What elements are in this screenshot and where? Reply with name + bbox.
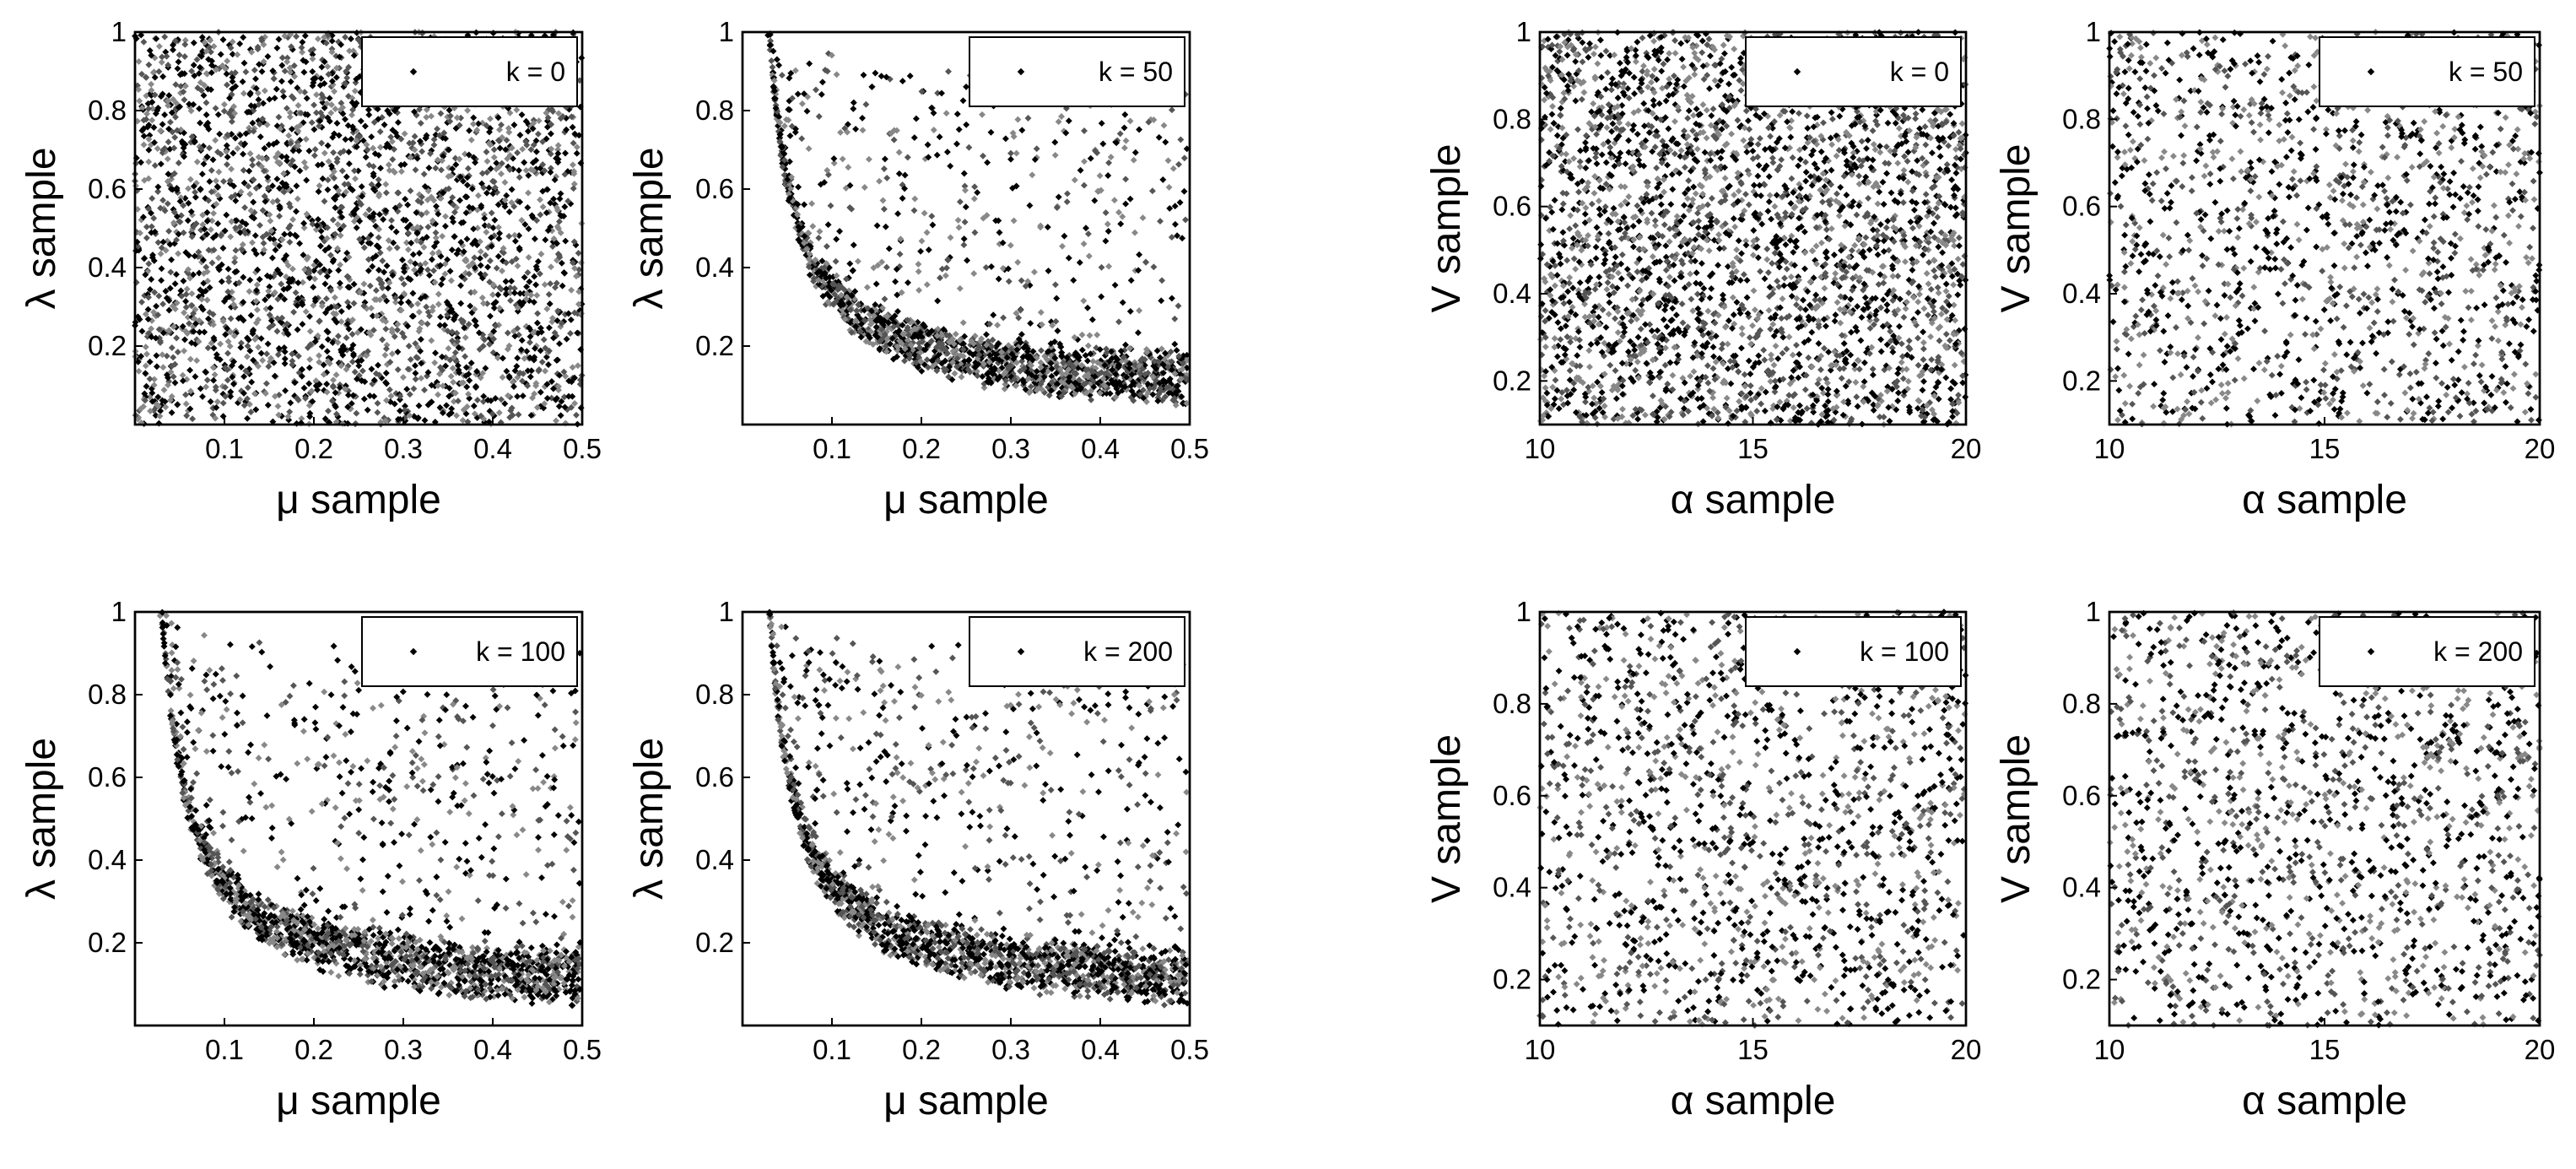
subplot-1: 0.1 0.2 0.3 0.4 0.50.20.40.60.81μ sampleλ sa… [19,16,602,522]
